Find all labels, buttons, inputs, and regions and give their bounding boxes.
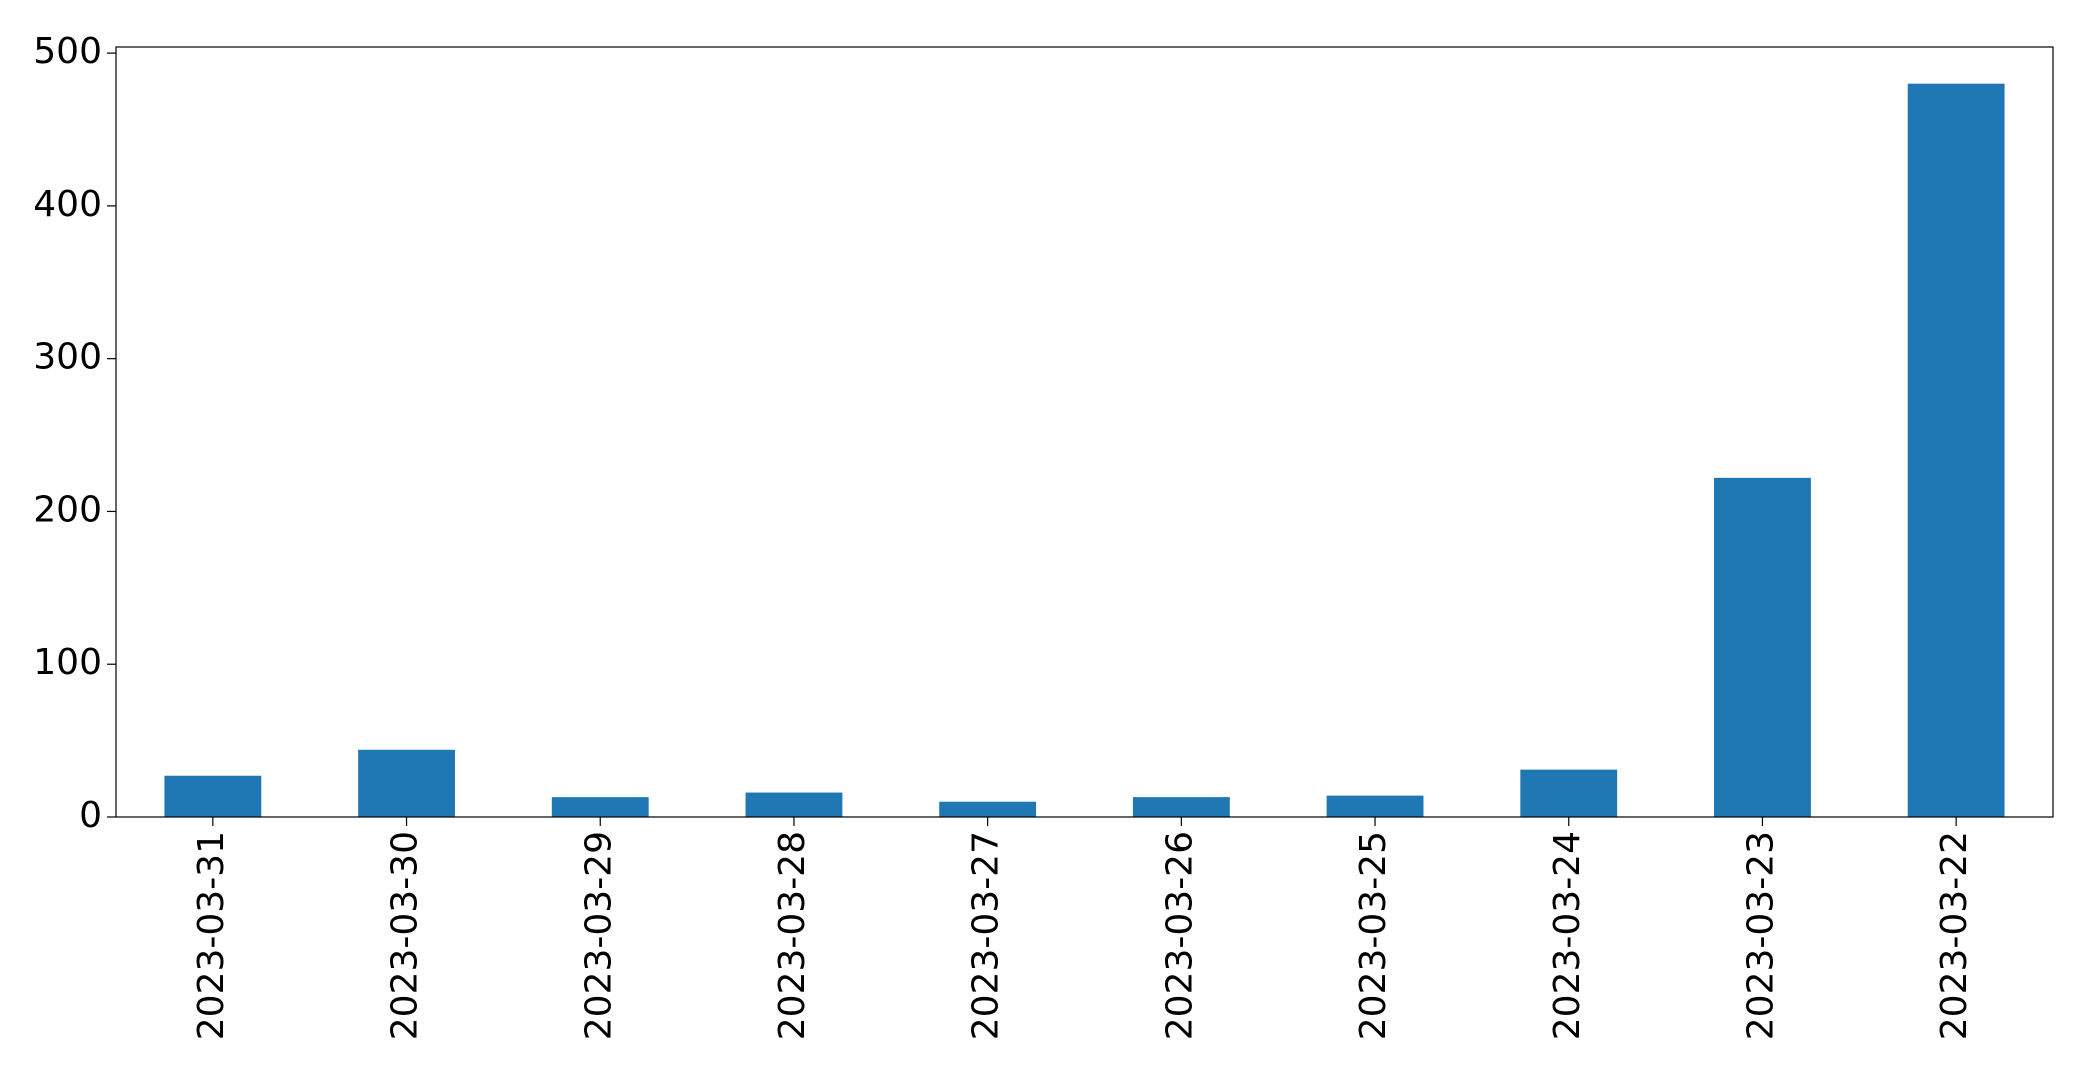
x-tick-label: 2023-03-26 (1159, 831, 1200, 1040)
x-tick-label: 2023-03-29 (578, 831, 619, 1040)
bar (1907, 83, 2005, 817)
bar (1326, 795, 1424, 817)
x-tick-label: 2023-03-22 (1934, 831, 1975, 1040)
bar (358, 749, 455, 817)
x-tick-label: 2023-03-30 (385, 831, 426, 1040)
bar (551, 797, 649, 817)
x-tick-label: 2023-03-27 (966, 831, 1007, 1040)
y-tick-label: 0 (79, 795, 102, 836)
x-tick-label: 2023-03-25 (1353, 831, 1394, 1040)
y-tick-label: 100 (33, 642, 102, 683)
bar (1132, 797, 1230, 817)
bar (1714, 477, 1811, 817)
x-tick-label: 2023-03-23 (1740, 831, 1781, 1040)
y-tick-label: 400 (33, 184, 102, 225)
y-tick-label: 300 (33, 337, 102, 378)
plot-frame (115, 46, 2054, 818)
x-tick-label: 2023-03-24 (1547, 831, 1588, 1040)
y-tick-label: 200 (33, 489, 102, 530)
y-tick-label: 500 (33, 31, 102, 72)
bar (164, 775, 262, 817)
bar (1520, 769, 1618, 817)
x-tick-label: 2023-03-28 (772, 831, 813, 1040)
x-tick-label: 2023-03-31 (191, 831, 232, 1040)
bar (745, 792, 843, 817)
bar (939, 801, 1037, 817)
